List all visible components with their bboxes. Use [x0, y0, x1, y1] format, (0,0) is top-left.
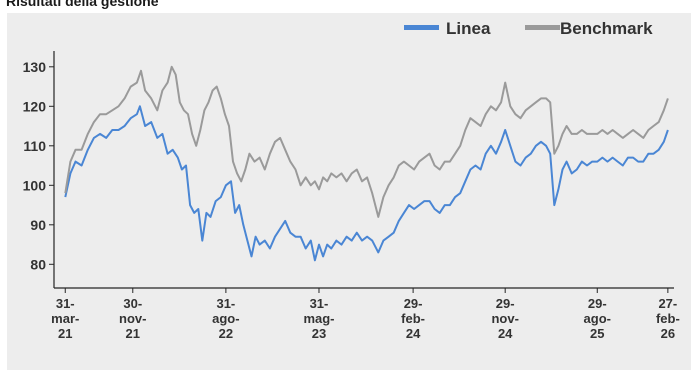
x-tick-label-line: 29-: [404, 296, 423, 311]
x-tick-label: 31-ago-22: [212, 296, 239, 341]
legend-label-benchmark: Benchmark: [560, 19, 653, 38]
x-tick-label-line: 21: [126, 326, 140, 341]
x-tick-label-line: 31-: [216, 296, 235, 311]
y-tick-label: 90: [30, 217, 46, 233]
x-tick-label-line: 30-: [123, 296, 142, 311]
x-tick-label: 27-feb-26: [656, 296, 680, 341]
axes: 809010011012013031-mar-2130-nov-2131-ago…: [23, 51, 680, 341]
x-tick-label-line: feb-: [401, 311, 425, 326]
series-layer: [64, 65, 669, 262]
x-tick-label-line: nov-: [491, 311, 518, 326]
chart-panel: 80 90 100 110 120 130 31-mar-21 30-nov-21 31-ago…: [7, 13, 691, 370]
x-tick-label-line: ago-: [212, 311, 239, 326]
x-tick-label: 31-mar-21: [51, 296, 79, 341]
legend-swatch-benchmark: [525, 25, 560, 30]
x-tick-label: 31-mag-23: [303, 296, 334, 341]
x-tick-label-line: 24: [498, 326, 513, 341]
page-title: Risultati della gestione: [6, 0, 159, 9]
legend-label-linea: Linea: [446, 19, 491, 38]
x-tick-label-line: 24: [406, 326, 421, 341]
x-tick-label-line: 29-: [496, 296, 515, 311]
x-tick-label-line: 25: [590, 326, 604, 341]
x-tick-label: 30-nov-21: [119, 296, 146, 341]
y-tick-label: 120: [23, 98, 47, 114]
x-tick-label-line: feb-: [656, 311, 680, 326]
x-tick-label-line: nov-: [119, 311, 146, 326]
line-chart: 809010011012013031-mar-2130-nov-2131-ago…: [23, 19, 680, 341]
x-tick-label-line: 31-: [56, 296, 75, 311]
x-tick-label-line: ago-: [584, 311, 611, 326]
x-tick-label: 29-ago-25: [584, 296, 611, 341]
x-tick-label-line: mag-: [303, 311, 334, 326]
series-line-linea: [64, 105, 669, 262]
y-tick-label: 110: [23, 138, 46, 154]
x-tick-label-line: 29-: [588, 296, 607, 311]
series-line-benchmark: [64, 65, 669, 218]
y-tick-label: 100: [23, 177, 47, 193]
x-tick-label-line: 27-: [658, 296, 677, 311]
y-tick-label: 80: [30, 256, 46, 272]
legend-swatch-linea: [404, 25, 439, 30]
x-tick-label-line: 21: [58, 326, 72, 341]
x-tick-label-line: 31-: [310, 296, 329, 311]
legend: Linea Benchmark: [404, 19, 653, 38]
x-tick-label-line: 23: [312, 326, 326, 341]
x-tick-label: 29-nov-24: [491, 296, 518, 341]
x-tick-label-line: 22: [219, 326, 233, 341]
y-tick-label: 130: [23, 59, 47, 75]
x-tick-label: 29-feb-24: [401, 296, 425, 341]
x-tick-label-line: 26: [661, 326, 675, 341]
x-tick-label-line: mar-: [51, 311, 79, 326]
